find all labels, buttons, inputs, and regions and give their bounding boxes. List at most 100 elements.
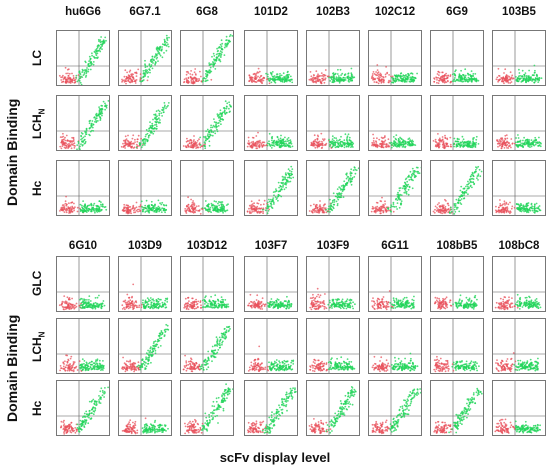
flow-plot-102C12-LC bbox=[368, 30, 422, 86]
flow-plot-103D9-LCHN bbox=[118, 318, 172, 374]
flow-plot-6G7.1-Hc bbox=[118, 160, 172, 216]
event-dots bbox=[58, 294, 106, 311]
event-dots bbox=[371, 290, 415, 311]
flow-plot-hu6G6-LCHN bbox=[56, 95, 110, 151]
event-dots bbox=[495, 64, 543, 85]
event-dots bbox=[495, 352, 540, 373]
flow-plot-103B5-LCHN bbox=[492, 95, 546, 151]
event-dots bbox=[432, 165, 483, 215]
row-label-text: LCH bbox=[30, 114, 44, 139]
flow-plot-hu6G6-Hc bbox=[56, 160, 110, 216]
event-dots bbox=[246, 387, 297, 434]
scatter-plot bbox=[307, 257, 359, 311]
flow-plot-103F9-GLC bbox=[306, 256, 360, 312]
flow-plot-103F9-Hc bbox=[306, 380, 360, 436]
event-dots bbox=[121, 34, 170, 85]
scatter-plot bbox=[245, 96, 297, 150]
scatter-plot bbox=[57, 257, 109, 311]
event-dots bbox=[309, 287, 356, 311]
flow-plot-102B3-LC bbox=[306, 30, 360, 86]
event-dots bbox=[59, 386, 109, 435]
event-dots bbox=[370, 166, 421, 215]
event-dots bbox=[183, 34, 233, 85]
flow-plot-6G7.1-LCHN bbox=[118, 95, 172, 151]
y-axis-title-bottom: Domain Binding bbox=[4, 314, 20, 422]
column-label: 101D2 bbox=[254, 6, 288, 18]
scatter-plot bbox=[431, 96, 483, 150]
flow-plot-108bC8-GLC bbox=[492, 256, 546, 312]
event-dots bbox=[433, 294, 478, 310]
event-dots bbox=[496, 134, 542, 150]
event-dots bbox=[248, 67, 294, 85]
event-dots bbox=[58, 36, 107, 85]
column-label: 103D9 bbox=[128, 240, 162, 252]
scatter-plot bbox=[431, 257, 483, 311]
flow-plot-101D2-LCHN bbox=[244, 95, 298, 151]
scatter-plot bbox=[369, 257, 421, 311]
scatter-plot bbox=[57, 381, 109, 435]
scatter-plot bbox=[369, 31, 421, 85]
flow-plot-hu6G6-LC bbox=[56, 30, 110, 86]
column-label: 108bC8 bbox=[498, 240, 540, 252]
event-dots bbox=[246, 131, 294, 150]
row-label: LC bbox=[30, 50, 44, 66]
event-dots bbox=[184, 196, 229, 215]
column-label: 103B5 bbox=[502, 6, 536, 18]
column-label: 102B3 bbox=[316, 6, 350, 18]
scatter-plot bbox=[119, 381, 171, 435]
event-dots bbox=[183, 294, 230, 311]
scatter-plot bbox=[119, 96, 171, 150]
scatter-plot bbox=[307, 96, 359, 150]
scatter-plot bbox=[245, 257, 297, 311]
row-label: LCHN bbox=[30, 332, 46, 362]
scatter-plot bbox=[431, 161, 483, 215]
event-dots bbox=[370, 64, 418, 85]
column-label: 6G8 bbox=[196, 6, 218, 18]
event-dots bbox=[433, 68, 480, 85]
column-label: 6G7.1 bbox=[129, 6, 161, 18]
scatter-plot bbox=[181, 319, 233, 373]
event-dots bbox=[308, 386, 357, 435]
flow-plot-108bB5-Hc bbox=[430, 380, 484, 436]
flow-plot-6G8-Hc bbox=[180, 160, 234, 216]
flow-plot-103F7-Hc bbox=[244, 380, 298, 436]
scatter-plot bbox=[245, 381, 297, 435]
flow-plot-103D12-Hc bbox=[180, 380, 234, 436]
row-label: GLC bbox=[30, 271, 44, 296]
flow-plot-6G9-Hc bbox=[430, 160, 484, 216]
flow-plot-6G8-LCHN bbox=[180, 95, 234, 151]
event-dots bbox=[121, 417, 169, 435]
flow-plot-108bB5-LCHN bbox=[430, 318, 484, 374]
event-dots bbox=[246, 165, 295, 215]
flow-plot-108bC8-LCHN bbox=[492, 318, 546, 374]
flow-plot-6G8-LC bbox=[180, 30, 234, 86]
scatter-plot bbox=[493, 257, 545, 311]
column-label: 103F9 bbox=[316, 240, 350, 252]
scatter-plot bbox=[119, 319, 171, 373]
scatter-plot bbox=[119, 31, 171, 85]
scatter-plot bbox=[307, 381, 359, 435]
flow-plot-6G11-GLC bbox=[368, 256, 422, 312]
event-dots bbox=[120, 102, 170, 150]
event-dots bbox=[371, 352, 419, 373]
column-label: hu6G6 bbox=[65, 6, 101, 18]
flow-plot-103B5-Hc bbox=[492, 160, 546, 216]
event-dots bbox=[309, 356, 356, 373]
scatter-plot bbox=[307, 161, 359, 215]
event-dots bbox=[59, 354, 105, 373]
flow-plot-103F7-GLC bbox=[244, 256, 298, 312]
scatter-plot bbox=[181, 31, 233, 85]
event-dots bbox=[371, 388, 421, 435]
scatter-plot bbox=[57, 31, 109, 85]
scatter-plot bbox=[181, 96, 233, 150]
y-axis-title: Domain Binding bbox=[4, 98, 20, 206]
flow-plot-6G7.1-LC bbox=[118, 30, 172, 86]
row-label-text: LCH bbox=[30, 337, 44, 362]
scatter-plot bbox=[245, 31, 297, 85]
row-label-text: Hc bbox=[30, 180, 44, 196]
flow-plot-6G9-LC bbox=[430, 30, 484, 86]
event-dots bbox=[371, 133, 417, 149]
flow-plot-101D2-LC bbox=[244, 30, 298, 86]
row-label: Hc bbox=[30, 181, 44, 196]
event-dots bbox=[59, 195, 108, 214]
